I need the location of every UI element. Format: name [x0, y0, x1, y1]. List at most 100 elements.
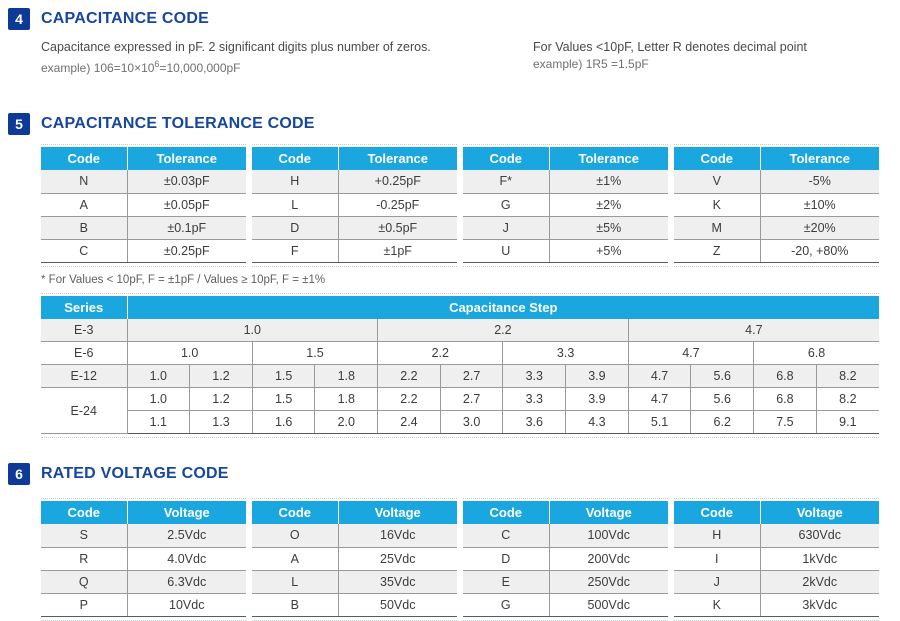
code-cell: K	[674, 193, 760, 217]
table-row: Z -20, +80%	[674, 239, 879, 263]
table-header-row: Code Tolerance	[41, 147, 246, 170]
table-row: E 250Vdc	[463, 570, 668, 594]
step-cell: 9.1	[815, 410, 879, 434]
value-cell: 200Vdc	[548, 547, 668, 571]
table-row: A ±0.05pF	[41, 193, 246, 217]
step-table-row: 1.1 1.3 1.6 2.0 2.4 3.0 3.6 4.3 5.1 6.2 7.5 9.1	[41, 410, 879, 434]
step-table-row: E-6 1.0 1.5 2.2 3.3 4.7 6.8	[41, 341, 879, 365]
table-row: N ±0.03pF	[41, 170, 246, 194]
value-cell: +5%	[548, 239, 668, 263]
value-cell: 630Vdc	[759, 524, 879, 548]
value-cell: 1kVdc	[759, 547, 879, 571]
code-cell: Q	[41, 570, 127, 594]
step-cell: 1.0	[126, 364, 190, 388]
column-header: Code	[41, 501, 127, 524]
column-header: Voltage	[337, 501, 457, 524]
value-cell: 2kVdc	[759, 570, 879, 594]
code-cell: D	[252, 216, 338, 240]
table-header-row: Code Voltage	[41, 501, 246, 524]
code-cell: V	[674, 170, 760, 194]
table-row: U +5%	[463, 239, 668, 263]
voltage-code-table: Code Voltage S 2.5Vdc R 4.0Vdc Q 6.3Vdc P 10Vdc Co…	[41, 498, 900, 621]
capacitance-step-column-header: Capacitance Step	[126, 295, 879, 319]
table-row: D ±0.5pF	[252, 216, 457, 240]
column-header: Code	[41, 147, 127, 170]
code-table-group: Code Voltage S 2.5Vdc R 4.0Vdc Q 6.3Vdc P 10Vdc	[41, 498, 246, 621]
step-cell: 3.6	[502, 410, 566, 434]
code-cell: M	[674, 216, 760, 240]
step-cell: 4.7	[627, 341, 754, 365]
step-cell: 5.6	[690, 387, 754, 411]
table-row: J 2kVdc	[674, 570, 879, 594]
column-header: Voltage	[759, 501, 879, 524]
step-cell: 4.7	[627, 318, 879, 342]
tolerance-code-table: Code Tolerance N ±0.03pF A ±0.05pF B ±0.1pF C ±0.…	[41, 144, 900, 267]
value-cell: ±2%	[548, 193, 668, 217]
step-cell: 3.3	[502, 341, 629, 365]
section-title: CAPACITANCE CODE	[41, 10, 209, 27]
step-cell: 5.1	[627, 410, 691, 434]
code-table-group: Code Voltage O 16Vdc A 25Vdc L 35Vdc B 50Vdc	[252, 498, 457, 621]
step-cell: 1.6	[251, 410, 315, 434]
column-header: Voltage	[548, 501, 668, 524]
step-cell: 3.9	[565, 364, 629, 388]
table-row: P 10Vdc	[41, 593, 246, 617]
code-cell: N	[41, 170, 127, 194]
value-cell: 100Vdc	[548, 524, 668, 548]
table-row: G ±2%	[463, 193, 668, 217]
column-header: Code	[252, 501, 338, 524]
code-cell: D	[463, 547, 549, 571]
step-cell: 2.7	[439, 387, 503, 411]
code-cell: R	[41, 547, 127, 571]
exponent: 6	[154, 59, 160, 69]
code-table-group: Code Tolerance H +0.25pF L -0.25pF D ±0.5pF F ±1p…	[252, 144, 457, 267]
section-capacitance-tolerance-code: 5 CAPACITANCE TOLERANCE CODE Code Toleran…	[8, 113, 900, 438]
table-row: O 16Vdc	[252, 524, 457, 548]
step-cell: 4.7	[627, 387, 691, 411]
table-row: K 3kVdc	[674, 593, 879, 617]
letter-r-example: example) 1R5 =1.5pF	[533, 57, 649, 71]
code-cell: C	[41, 239, 127, 263]
code-cell: G	[463, 593, 549, 617]
code-table-group: Code Voltage C 100Vdc D 200Vdc E 250Vdc G 500Vdc	[463, 498, 668, 621]
step-cell: 1.5	[251, 387, 315, 411]
value-cell: ±0.5pF	[337, 216, 457, 240]
section-number-badge: 4	[8, 8, 30, 30]
table-row: C ±0.25pF	[41, 239, 246, 263]
step-table-header-row: Series Capacitance Step	[41, 295, 879, 319]
value-cell: ±5%	[548, 216, 668, 240]
value-cell: ±1pF	[337, 239, 457, 263]
capacitance-step-table-wrapper: Series Capacitance Step E-3 1.0 2.2 4.7 E-6 1…	[41, 292, 879, 438]
table-row: K ±10%	[674, 193, 879, 217]
table-header-row: Code Tolerance	[252, 147, 457, 170]
step-cell: 2.7	[439, 364, 503, 388]
series-cell: E-3	[41, 318, 127, 342]
table-row: H 630Vdc	[674, 524, 879, 548]
section-title: CAPACITANCE TOLERANCE CODE	[41, 115, 315, 132]
code-cell: F	[252, 239, 338, 263]
table-header-row: Code Tolerance	[674, 147, 879, 170]
code-cell: A	[252, 547, 338, 571]
value-cell: ±1%	[548, 170, 668, 194]
step-cell: 8.2	[815, 364, 879, 388]
value-cell: 25Vdc	[337, 547, 457, 571]
series-cell: E-12	[41, 364, 127, 388]
step-table-row: E-24 1.0 1.2 1.5 1.8 2.2 2.7 3.3 3.9 4.7 5.6 6.8 8.2	[41, 387, 879, 434]
step-cell: 2.2	[377, 341, 503, 365]
code-cell: B	[41, 216, 127, 240]
value-cell: -0.25pF	[337, 193, 457, 217]
value-cell: 6.3Vdc	[126, 570, 246, 594]
step-cell: 2.4	[377, 410, 441, 434]
code-cell: F*	[463, 170, 549, 194]
column-header: Code	[674, 147, 760, 170]
step-cell: 3.3	[502, 364, 566, 388]
table-row: G 500Vdc	[463, 593, 668, 617]
step-table-row: E-3 1.0 2.2 4.7	[41, 318, 879, 342]
step-cell: 1.2	[189, 364, 253, 388]
step-cell: 2.2	[377, 387, 441, 411]
section-number-badge: 6	[8, 463, 30, 485]
step-cell: 6.8	[753, 364, 817, 388]
code-cell: E	[463, 570, 549, 594]
table-row: Q 6.3Vdc	[41, 570, 246, 594]
capacitance-step-table: Series Capacitance Step E-3 1.0 2.2 4.7 E-6 1…	[41, 295, 879, 434]
